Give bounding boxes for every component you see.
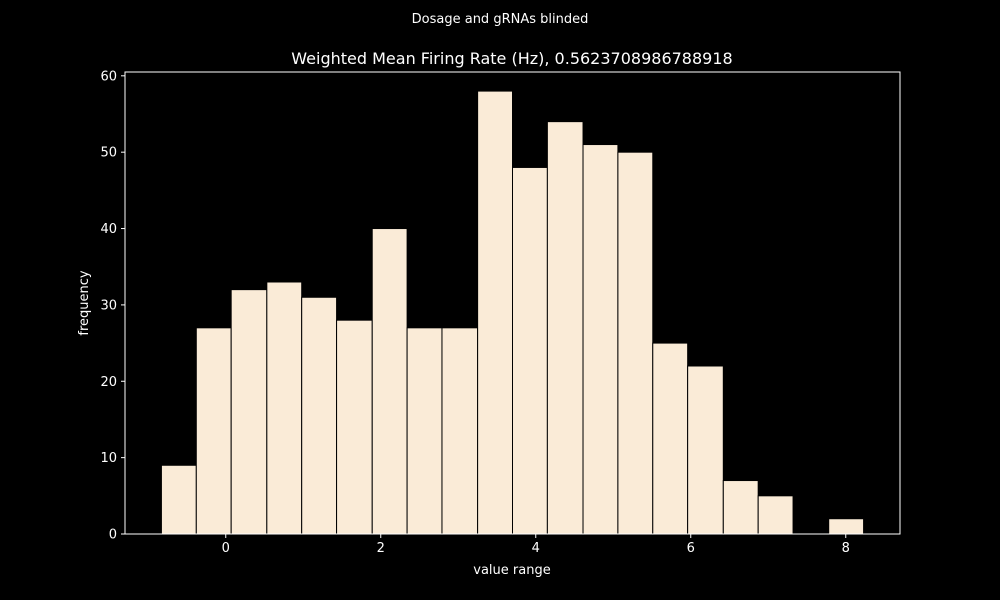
histogram-bar bbox=[336, 319, 373, 535]
histogram-bar bbox=[546, 121, 584, 535]
x-tick-label: 0 bbox=[222, 541, 230, 556]
bars-group bbox=[160, 90, 865, 535]
histogram-bar bbox=[687, 365, 724, 535]
histogram-bar bbox=[757, 495, 794, 535]
y-tick-label: 40 bbox=[100, 222, 117, 237]
plot-frame bbox=[124, 71, 901, 535]
x-tick-label: 8 bbox=[842, 541, 850, 556]
histogram-bar bbox=[195, 327, 232, 535]
histogram-bar bbox=[160, 464, 197, 535]
x-axis: 0 2 4 6 8 bbox=[222, 534, 850, 556]
y-tick-label: 20 bbox=[100, 375, 117, 390]
figure-suptitle: Dosage and gRNAs blinded bbox=[412, 12, 589, 27]
y-tick-label: 10 bbox=[100, 451, 117, 466]
x-tick-label: 6 bbox=[687, 541, 695, 556]
y-tick-label: 50 bbox=[100, 146, 117, 161]
y-tick-label: 0 bbox=[109, 528, 117, 543]
histogram-bar bbox=[371, 228, 408, 535]
histogram-bar bbox=[722, 480, 759, 535]
histogram-bar bbox=[441, 327, 479, 535]
x-axis-label: value range bbox=[473, 563, 550, 578]
histogram-bar bbox=[301, 296, 338, 535]
histogram-bar bbox=[828, 518, 865, 535]
histogram-bar bbox=[266, 281, 303, 535]
x-tick-label: 2 bbox=[377, 541, 385, 556]
histogram-bar bbox=[617, 151, 654, 535]
y-tick-label: 60 bbox=[100, 69, 117, 84]
y-tick-label: 30 bbox=[100, 298, 117, 313]
histogram-bar bbox=[512, 166, 548, 535]
histogram-bar bbox=[406, 327, 443, 535]
histogram-bar bbox=[582, 144, 619, 535]
y-axis-label: frequency bbox=[77, 270, 92, 336]
histogram-bar bbox=[230, 289, 268, 535]
y-axis: 0 10 20 30 40 50 60 bbox=[100, 69, 125, 543]
histogram-bar bbox=[652, 342, 689, 535]
x-tick-label: 4 bbox=[532, 541, 540, 556]
chart-title: Weighted Mean Firing Rate (Hz), 0.562370… bbox=[291, 49, 732, 68]
histogram-bar bbox=[477, 90, 513, 535]
